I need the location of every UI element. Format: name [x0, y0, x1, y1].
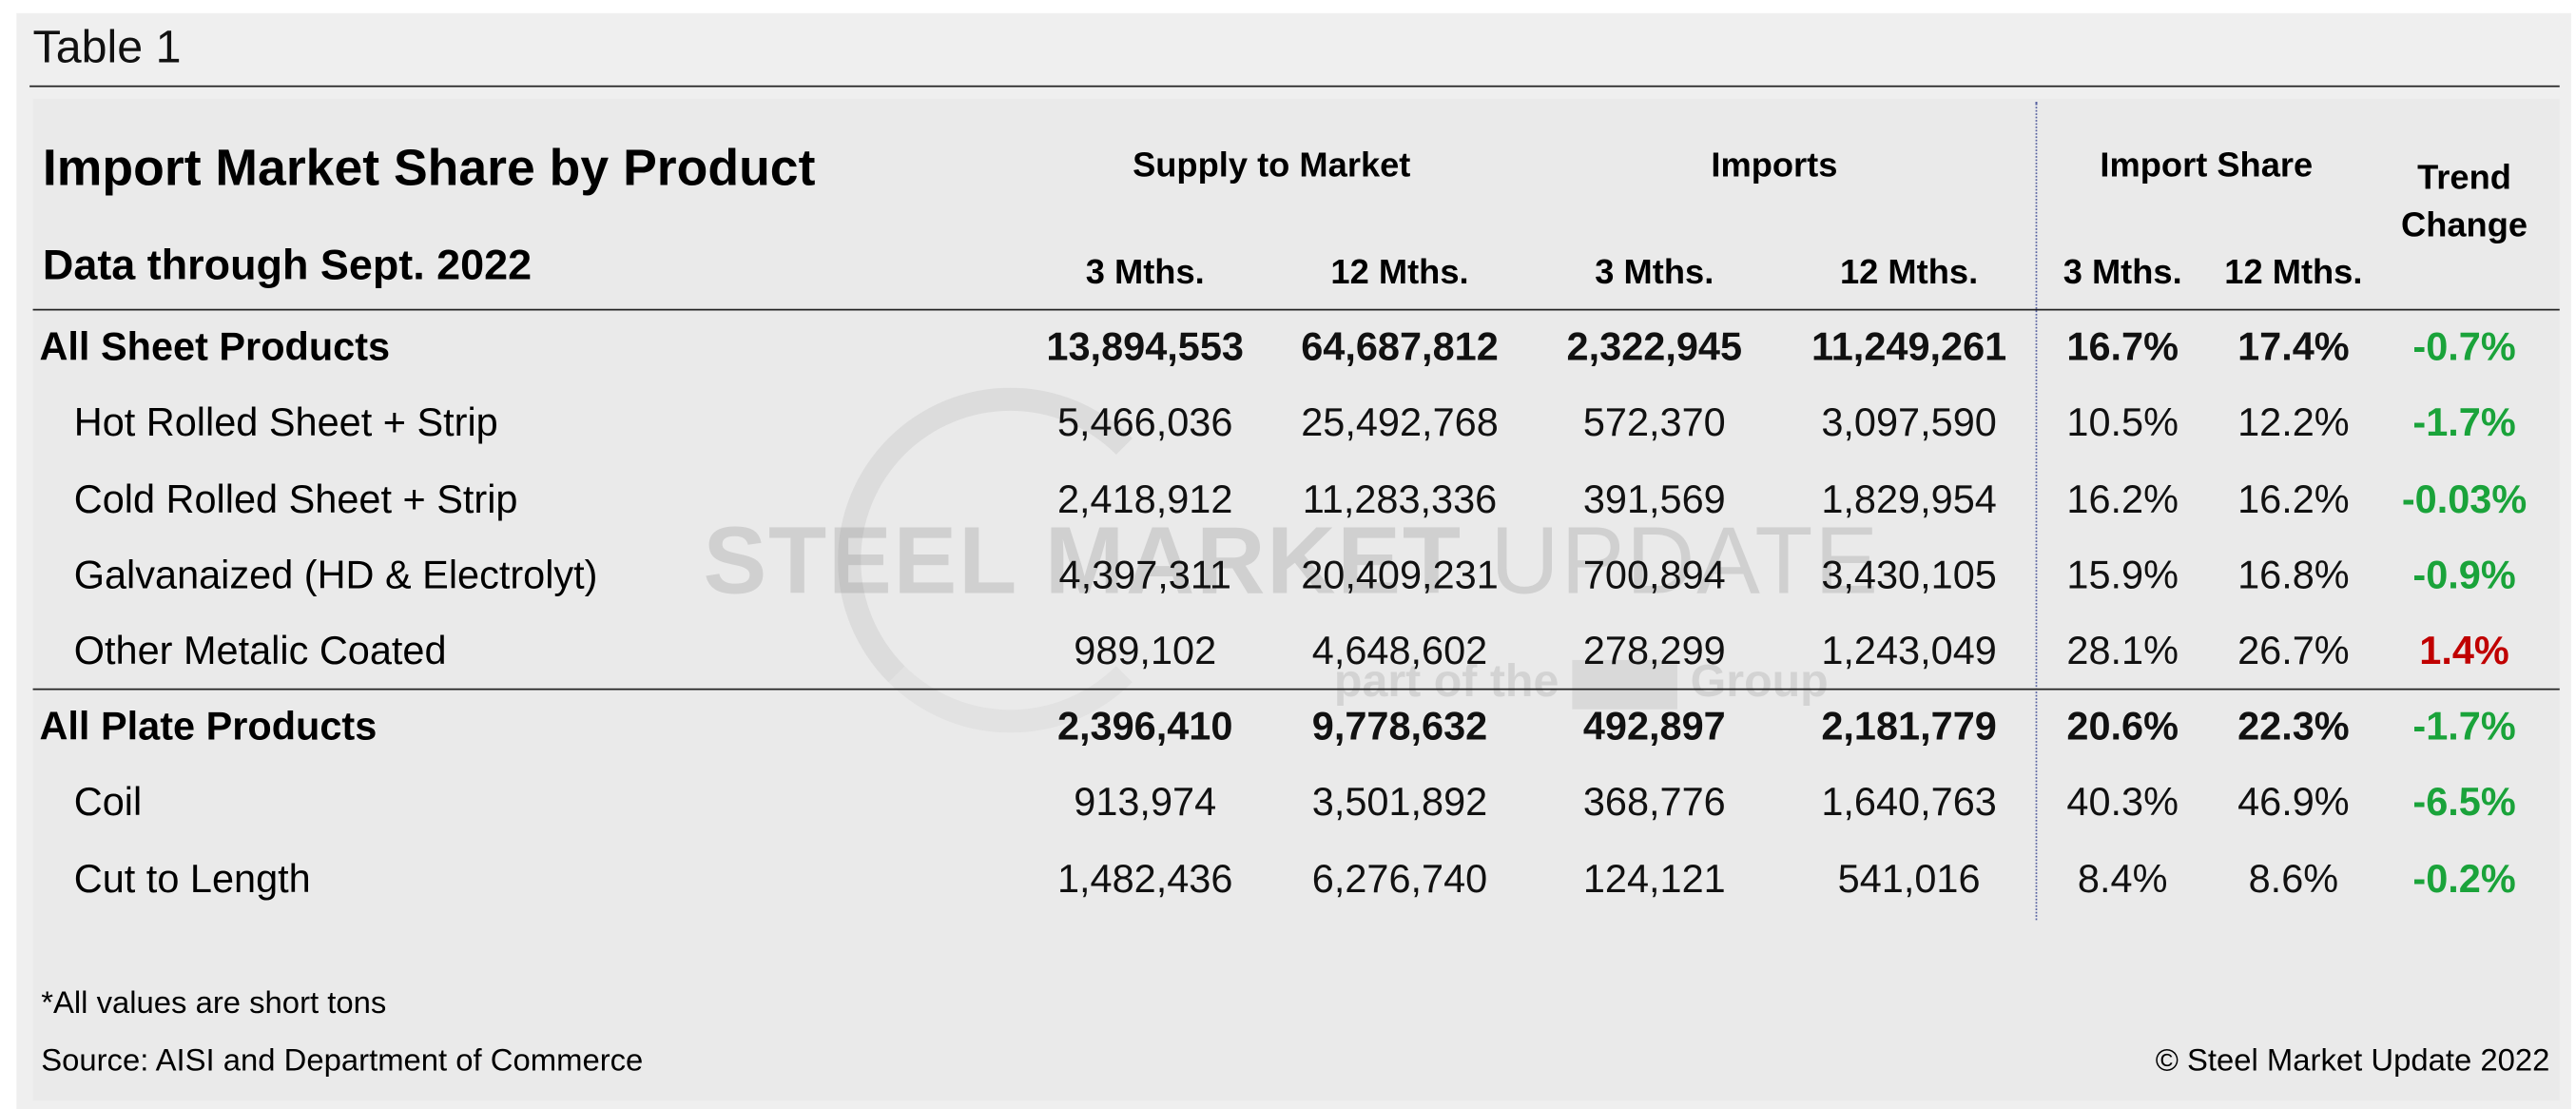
value-cell: 11,249,261 [1811, 325, 2007, 370]
value-cell: 989,102 [1074, 629, 1217, 674]
trend-cell: -6.5% [2412, 781, 2516, 826]
total-name: All Sheet Products [39, 325, 391, 370]
value-cell: 2,418,912 [1056, 477, 1233, 522]
watermark-light: UPDATE [1490, 507, 1880, 615]
value-cell: 1,243,049 [1821, 629, 1997, 674]
value-cell: 40.3% [2066, 781, 2179, 826]
section-rule [32, 688, 2560, 691]
value-cell: 26.7% [2237, 629, 2350, 674]
value-cell: 16.7% [2066, 325, 2179, 370]
value-cell: 572,370 [1582, 400, 1726, 446]
table-label: Table 1 [32, 21, 182, 73]
subheader: 12 Mths. [2224, 253, 2363, 292]
header-rule [32, 308, 2560, 311]
value-cell: 1,829,954 [1821, 477, 1997, 522]
value-cell: 16.2% [2237, 477, 2350, 522]
footnote: *All values are short tons [41, 986, 387, 1021]
value-cell: 46.9% [2237, 781, 2350, 826]
value-cell: 5,466,036 [1056, 400, 1233, 446]
value-cell: 2,396,410 [1056, 705, 1233, 749]
trend-cell: -1.7% [2412, 400, 2516, 446]
value-cell: 25,492,768 [1301, 400, 1499, 446]
value-cell: 391,569 [1582, 477, 1726, 522]
value-cell: 3,097,590 [1821, 400, 1997, 446]
subheader: 12 Mths. [1330, 253, 1469, 292]
value-cell: 15.9% [2066, 553, 2179, 598]
group-header: Supply to Market [1133, 146, 1411, 185]
subheader: 3 Mths. [1595, 253, 1714, 292]
value-cell: 28.1% [2066, 629, 2179, 674]
value-cell: 2,181,779 [1821, 705, 1997, 749]
watermark-tag-end: Group [1690, 654, 1829, 707]
watermark-tagline: part of the Group [1333, 654, 1829, 710]
row-name: Cut to Length [73, 856, 311, 902]
trend-cell: 1.4% [2419, 629, 2509, 674]
watermark-brand: STEEL MARKET UPDATE [703, 514, 1879, 610]
trend-cell: -1.7% [2412, 705, 2516, 749]
value-cell: 12.2% [2237, 400, 2350, 446]
value-cell: 3,501,892 [1311, 781, 1488, 826]
copyright: © Steel Market Update 2022 [2155, 1043, 2550, 1080]
value-cell: 124,121 [1582, 856, 1726, 902]
row-name: Cold Rolled Sheet + Strip [73, 477, 518, 522]
value-cell: 4,648,602 [1311, 629, 1488, 674]
value-cell: 541,016 [1837, 856, 1981, 902]
value-cell: 8.6% [2248, 856, 2339, 902]
value-cell: 6,276,740 [1311, 856, 1488, 902]
value-cell: 1,482,436 [1056, 856, 1233, 902]
value-cell: 8.4% [2077, 856, 2168, 902]
group-header: Import Share [2100, 146, 2314, 185]
row-name: Other Metalic Coated [73, 629, 447, 674]
value-cell: 17.4% [2237, 325, 2350, 370]
watermark-bold: STEEL MARKET [703, 507, 1462, 615]
trend-cell: -0.9% [2412, 553, 2516, 598]
row-name: Hot Rolled Sheet + Strip [73, 400, 498, 446]
value-cell: 64,687,812 [1301, 325, 1499, 370]
value-cell: 913,974 [1074, 781, 1217, 826]
divider [2035, 102, 2038, 921]
total-name: All Plate Products [39, 705, 378, 749]
value-cell: 492,897 [1582, 705, 1726, 749]
value-cell: 22.3% [2237, 705, 2350, 749]
value-cell: 278,299 [1582, 629, 1726, 674]
subheader: 12 Mths. [1839, 253, 1979, 292]
value-cell: 16.2% [2066, 477, 2179, 522]
watermark-tag: part of the [1333, 654, 1559, 707]
value-cell: 368,776 [1582, 781, 1726, 826]
table-panel [32, 98, 2560, 1101]
value-cell: 20,409,231 [1301, 553, 1499, 598]
group-header: Imports [1711, 146, 1838, 185]
table-title: Import Market Share by Product [42, 138, 816, 197]
group-header: Trend Change [2401, 159, 2528, 245]
value-cell: 11,283,336 [1302, 477, 1498, 522]
table-subtitle: Data through Sept. 2022 [42, 240, 533, 290]
subheader: 3 Mths. [1085, 253, 1205, 292]
row-name: Galvanaized (HD & Electrolyt) [73, 553, 598, 598]
value-cell: 20.6% [2066, 705, 2179, 749]
value-cell: 4,397,311 [1058, 553, 1231, 598]
subheader: 3 Mths. [2063, 253, 2182, 292]
trend-cell: -0.7% [2412, 325, 2516, 370]
value-cell: 9,778,632 [1311, 705, 1488, 749]
row-name: Coil [73, 781, 143, 826]
trend-cell: -0.03% [2401, 477, 2528, 522]
label-rule [29, 85, 2560, 88]
value-cell: 13,894,553 [1046, 325, 1244, 370]
source: Source: AISI and Department of Commerce [41, 1043, 644, 1080]
value-cell: 3,430,105 [1821, 553, 1997, 598]
value-cell: 700,894 [1582, 553, 1726, 598]
value-cell: 2,322,945 [1566, 325, 1743, 370]
value-cell: 1,640,763 [1821, 781, 1997, 826]
value-cell: 10.5% [2066, 400, 2179, 446]
watermark-logo [1572, 659, 1677, 710]
value-cell: 16.8% [2237, 553, 2350, 598]
trend-cell: -0.2% [2412, 856, 2516, 902]
